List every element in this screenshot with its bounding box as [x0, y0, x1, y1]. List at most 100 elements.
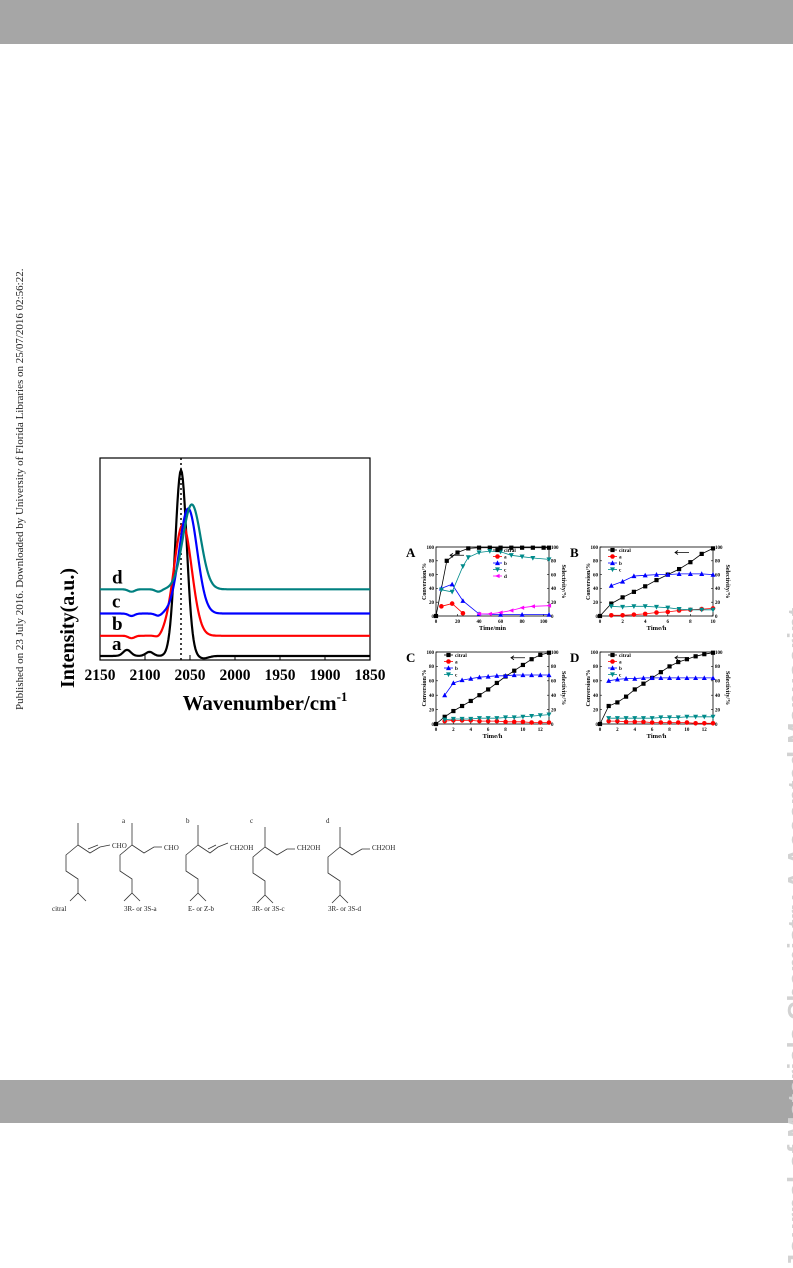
point-b — [537, 672, 543, 678]
point-a — [606, 718, 611, 724]
structure-group: CH2OH — [372, 844, 395, 852]
structure-caption: 3R- or 3S-a — [124, 905, 158, 913]
structure-group: CH2OH — [230, 844, 253, 852]
y2-tick-label: 0 — [715, 723, 718, 728]
point-citral — [702, 652, 707, 657]
point-c — [438, 587, 444, 593]
point-citral — [643, 584, 648, 589]
legend-label-citral: citral — [504, 548, 516, 554]
point-citral — [530, 545, 535, 550]
point-c — [684, 714, 690, 720]
y-tick-label: 100 — [591, 651, 599, 656]
legend-marker-citral — [446, 652, 451, 658]
y-tick-label: 80 — [429, 560, 435, 565]
point-c — [667, 715, 673, 721]
point-a — [546, 720, 552, 725]
y2-tick-label: 100 — [715, 651, 723, 656]
point-a — [642, 611, 648, 617]
y2-tick-label: 100 — [551, 651, 559, 656]
point-a — [494, 718, 500, 724]
point-c — [642, 604, 648, 609]
panel-x-label: Time/h — [483, 733, 503, 740]
point-b — [675, 675, 681, 681]
point-c — [676, 607, 682, 612]
point-c — [546, 557, 552, 563]
x-tick-label: 8 — [668, 728, 671, 733]
point-a — [538, 720, 543, 725]
point-b — [693, 675, 699, 681]
point-a — [520, 719, 526, 725]
point-b — [710, 572, 716, 577]
legend-label-a: a — [455, 659, 458, 665]
point-b — [476, 674, 482, 680]
panel-y-label: Conversion/% — [422, 563, 428, 600]
point-b — [654, 572, 659, 577]
point-citral — [676, 659, 681, 665]
point-d — [476, 611, 482, 617]
x-tick-label: 12 — [538, 728, 544, 733]
legend-marker-citral — [495, 547, 500, 553]
point-citral — [658, 670, 663, 675]
legend-marker-c — [610, 567, 615, 573]
legend-label-a: a — [619, 554, 622, 560]
point-c — [508, 553, 514, 558]
point-b — [608, 583, 614, 588]
x-tick-label: 6 — [487, 728, 490, 733]
legend-marker-c — [446, 672, 451, 678]
y-tick-label: 20 — [429, 601, 435, 606]
point-citral — [631, 589, 636, 594]
y2-tick-label: 40 — [715, 694, 721, 699]
y2-tick-label: 20 — [551, 708, 557, 713]
y-tick-label: 0 — [432, 615, 435, 620]
point-c — [459, 716, 465, 722]
point-c — [608, 604, 614, 609]
legend-label-c: c — [455, 672, 458, 678]
y-tick-label: 80 — [429, 665, 435, 670]
point-c — [511, 715, 517, 721]
point-citral — [620, 595, 625, 600]
point-c — [485, 716, 491, 721]
point-b — [606, 678, 612, 683]
point-c — [665, 605, 671, 611]
point-citral — [477, 693, 482, 698]
point-c — [701, 714, 707, 720]
structure-caption: 3R- or 3S-d — [328, 905, 362, 913]
point-citral — [546, 545, 552, 550]
point-d — [530, 604, 535, 609]
legend-label-b: b — [619, 666, 622, 672]
legend-marker-b — [610, 560, 615, 566]
point-b — [468, 676, 474, 681]
ir-y-axis-label: Intensity(a.u.) — [57, 568, 79, 688]
point-c — [658, 715, 664, 721]
point-c — [654, 604, 659, 610]
y2-tick-label: 0 — [715, 615, 718, 620]
point-c — [476, 550, 482, 556]
point-b — [658, 675, 664, 681]
x-tick-label: 10 — [684, 728, 690, 733]
point-a — [460, 610, 466, 616]
point-citral — [468, 698, 473, 704]
y-tick-label: 80 — [593, 560, 599, 565]
legend-label-a: a — [504, 554, 507, 560]
panel-y2-label: Selectivity/% — [724, 565, 730, 599]
ir-x-tick-label: 2100 — [130, 667, 161, 684]
point-citral — [494, 680, 499, 686]
a-skeleton — [119, 823, 162, 902]
point-citral — [476, 545, 482, 550]
ir-x-tick-label: 1850 — [355, 667, 386, 684]
point-c — [460, 564, 466, 569]
y-tick-label: 40 — [593, 694, 599, 699]
y2-tick-label: 20 — [715, 601, 721, 606]
point-c — [710, 607, 716, 613]
y-tick-label: 100 — [427, 546, 435, 551]
x-tick-label: 4 — [470, 728, 473, 733]
point-a — [649, 720, 655, 725]
ir-x-tick-label: 1900 — [310, 667, 341, 684]
y-tick-label: 40 — [593, 587, 599, 592]
legend-marker-d — [494, 573, 500, 579]
point-b — [485, 673, 491, 679]
point-citral — [654, 578, 659, 583]
point-a — [485, 718, 491, 724]
